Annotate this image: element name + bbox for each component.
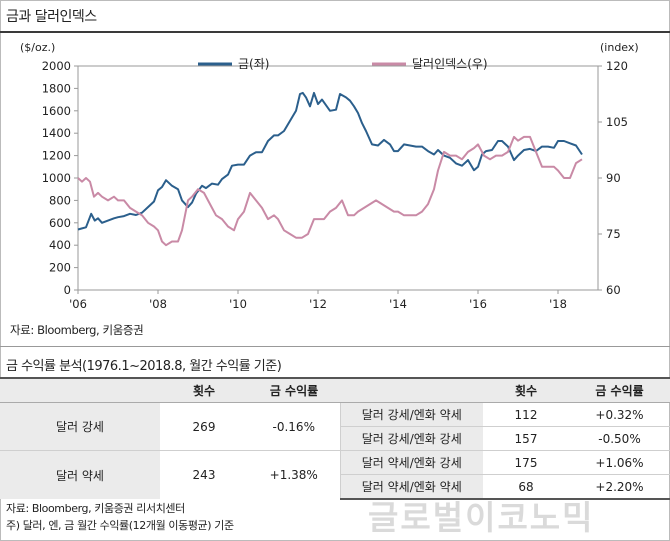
sub-return: -0.50%: [569, 426, 670, 451]
y-left-tick-label: 1600: [42, 104, 71, 118]
sub-label: 달러 강세/엔화 강세: [339, 426, 483, 451]
table-row: 달러 약세/엔화 약세 68 +2.20%: [0, 474, 670, 500]
x-tick-label: '12: [309, 297, 327, 311]
title-rule: [0, 31, 670, 33]
x-tick-label: '18: [549, 297, 567, 311]
table-row: 달러 강세 269 -0.16% 달러 강세/엔화 약세 112 +0.32%: [0, 402, 670, 451]
dollar-index-series-line: [77, 135, 583, 247]
x-tick-label: '06: [69, 297, 87, 311]
header-blank-left: [0, 377, 160, 403]
header-return-right: 금 수익률: [569, 377, 670, 403]
table-source: 자료: Bloomberg, 키움증권 리서치센터: [6, 502, 185, 515]
y-left-tick-label: 1800: [42, 81, 71, 95]
right-axis-unit: (index): [600, 41, 639, 54]
watermark: 글로벌이코노믹: [368, 498, 595, 537]
header-blank-right: [340, 377, 483, 403]
gold-series-line: [77, 91, 583, 231]
header-count-left: 횟수: [160, 377, 248, 403]
chart-source: 자료: Bloomberg, 키움증권: [10, 323, 144, 337]
y-left-tick-label: 1000: [42, 171, 71, 185]
sub-label: 달러 강세/엔화 약세: [339, 402, 483, 427]
y-right-tick-label: 120: [606, 59, 628, 73]
sub-return: +2.20%: [569, 474, 670, 500]
x-tick-label: '10: [229, 297, 247, 311]
y-right-tick-label: 105: [606, 115, 628, 129]
group-return: -0.16%: [248, 402, 340, 451]
table-row: 달러 약세 243 +1.38% 달러 약세/엔화 강세 175 +1.06%: [0, 450, 670, 499]
sub-count: 175: [483, 450, 569, 475]
x-tick-label: '14: [389, 297, 407, 311]
left-axis-unit: ($/oz.): [20, 41, 55, 54]
group-label: 달러 강세: [0, 402, 160, 451]
y-left-tick-label: 200: [49, 261, 71, 275]
y-left-tick-label: 400: [49, 238, 71, 252]
y-left-tick-label: 1200: [42, 149, 71, 163]
y-left-tick-label: 600: [49, 216, 71, 230]
x-tick-label: '08: [149, 297, 167, 311]
table-row: 달러 강세/엔화 강세 157 -0.50%: [0, 426, 670, 451]
sub-return: +0.32%: [569, 402, 670, 427]
table-title: 금 수익률 분석(1976.1~2018.8, 월간 수익률 기준): [6, 359, 282, 374]
sub-count: 112: [483, 402, 569, 427]
table-header-row: 횟수 금 수익률 횟수 금 수익률: [0, 377, 670, 403]
table-note: 주) 달러, 엔, 금 월간 수익률(12개월 이동평균) 기준: [6, 519, 234, 532]
chart-title: 금과 달러인덱스: [6, 9, 97, 25]
chart: ($/oz.) (index) 0 200 400 600 800 1000 1200 1400 1…: [20, 41, 639, 311]
x-tick-label: '16: [469, 297, 487, 311]
header-count-right: 횟수: [483, 377, 569, 403]
group-count: 243: [160, 450, 248, 499]
y-left-tick-label: 800: [49, 193, 71, 207]
y-left-tick-label: 2000: [42, 59, 71, 73]
sub-count: 157: [483, 426, 569, 451]
y-right-tick-label: 60: [606, 283, 621, 297]
section-divider: [0, 346, 670, 347]
header-return-left: 금 수익률: [248, 377, 340, 403]
group-label: 달러 약세: [0, 450, 160, 499]
y-left-tick-label: 1400: [42, 126, 71, 140]
y-right-tick-label: 90: [606, 171, 621, 185]
group-return: +1.38%: [248, 450, 340, 499]
sub-count: 68: [483, 474, 569, 500]
legend-label: 달러인덱스(우): [412, 57, 488, 71]
gold-return-table: 횟수 금 수익률 횟수 금 수익률 달러 강세 269 -0.16% 달러 강세…: [0, 377, 670, 500]
y-right-tick-label: 75: [606, 227, 621, 241]
group-count: 269: [160, 402, 248, 451]
sub-label: 달러 약세/엔화 약세: [339, 474, 483, 500]
legend-label: 금(좌): [238, 57, 269, 71]
sub-return: +1.06%: [569, 450, 670, 475]
sub-label: 달러 약세/엔화 강세: [339, 450, 483, 475]
y-left-tick-label: 0: [64, 283, 71, 297]
